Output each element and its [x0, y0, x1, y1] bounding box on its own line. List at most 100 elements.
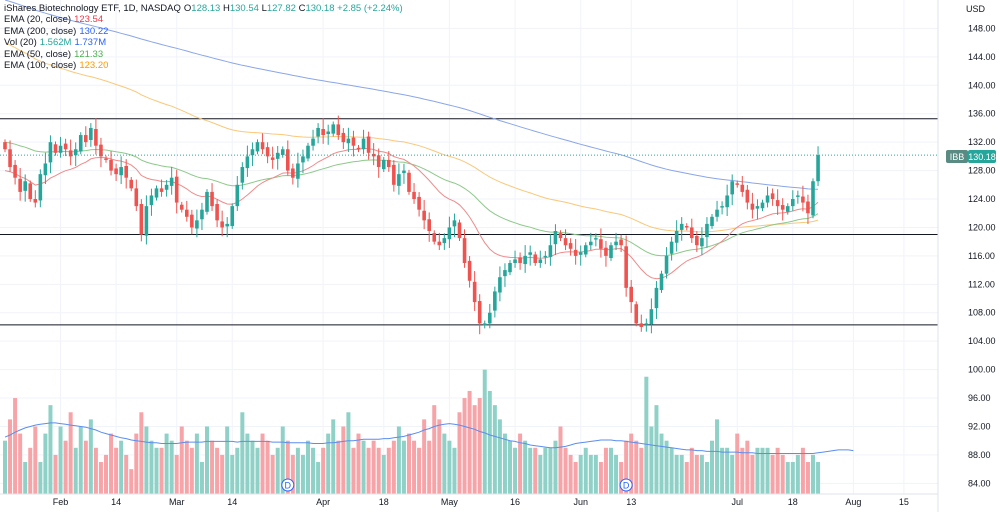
- candle-body[interactable]: [291, 168, 295, 178]
- candle-body[interactable]: [513, 259, 517, 263]
- candle-body[interactable]: [639, 323, 644, 327]
- candle-body[interactable]: [664, 255, 669, 274]
- candle-body[interactable]: [99, 144, 103, 157]
- candle-body[interactable]: [589, 241, 593, 246]
- candle-body[interactable]: [472, 281, 477, 303]
- candle-body[interactable]: [336, 124, 341, 136]
- candle-body[interactable]: [477, 301, 482, 324]
- candle-body[interactable]: [755, 206, 760, 209]
- candle-body[interactable]: [649, 309, 654, 325]
- candle-body[interactable]: [200, 209, 204, 220]
- candle-body[interactable]: [644, 323, 649, 325]
- candle-body[interactable]: [745, 189, 750, 203]
- candle-body[interactable]: [366, 136, 371, 153]
- candle-body[interactable]: [275, 152, 280, 159]
- candle-body[interactable]: [528, 252, 532, 255]
- candle-body[interactable]: [417, 196, 421, 210]
- candle-body[interactable]: [654, 287, 659, 309]
- candle-body[interactable]: [104, 158, 108, 160]
- candle-body[interactable]: [286, 149, 290, 171]
- candle-body[interactable]: [811, 181, 815, 216]
- candle-body[interactable]: [174, 176, 179, 203]
- candle-body[interactable]: [407, 172, 411, 192]
- candle-body[interactable]: [609, 245, 613, 259]
- candle-body[interactable]: [43, 163, 48, 176]
- candle-body[interactable]: [482, 323, 487, 326]
- candle-body[interactable]: [240, 167, 245, 183]
- candle-body[interactable]: [624, 246, 628, 288]
- candle-body[interactable]: [735, 183, 740, 185]
- candle-body[interactable]: [129, 179, 134, 189]
- candle-body[interactable]: [573, 249, 578, 256]
- candle-body[interactable]: [331, 124, 336, 134]
- candle-body[interactable]: [245, 156, 250, 169]
- candle-body[interactable]: [316, 127, 320, 137]
- candle-body[interactable]: [558, 233, 563, 239]
- legend-ema50[interactable]: EMA (50, close) 121.33: [4, 49, 403, 60]
- candle-body[interactable]: [402, 170, 406, 174]
- candle-body[interactable]: [84, 135, 88, 143]
- candle-body[interactable]: [594, 238, 598, 240]
- candle-body[interactable]: [801, 196, 805, 203]
- candle-body[interactable]: [437, 241, 442, 246]
- candle-body[interactable]: [119, 167, 123, 176]
- candle-body[interactable]: [457, 222, 462, 239]
- candle-body[interactable]: [18, 178, 22, 192]
- candle-body[interactable]: [715, 209, 719, 217]
- candle-body[interactable]: [387, 159, 391, 168]
- dividend-marker[interactable]: [281, 478, 295, 492]
- legend-ema100[interactable]: EMA (100, close) 123.20: [4, 60, 403, 71]
- candle-body[interactable]: [185, 209, 189, 217]
- candle-body[interactable]: [493, 291, 497, 311]
- candle-body[interactable]: [220, 221, 224, 228]
- candle-body[interactable]: [311, 138, 315, 146]
- candle-body[interactable]: [796, 195, 800, 197]
- candle-body[interactable]: [190, 214, 194, 228]
- candle-body[interactable]: [210, 191, 214, 207]
- candle-body[interactable]: [700, 238, 704, 247]
- candle-body[interactable]: [730, 181, 734, 195]
- candle-body[interactable]: [230, 206, 235, 227]
- candle-body[interactable]: [356, 147, 361, 150]
- candle-body[interactable]: [397, 174, 401, 186]
- candle-body[interactable]: [361, 138, 366, 150]
- candle-body[interactable]: [13, 164, 17, 178]
- candle-body[interactable]: [533, 254, 538, 263]
- dividend-marker[interactable]: [619, 478, 633, 492]
- time-axis[interactable]: Feb 14 Mar 14 Apr 18 May 16 Jun 13 Jul 18 Aug 15: [53, 497, 909, 507]
- candle-body[interactable]: [659, 273, 664, 291]
- candle-body[interactable]: [154, 188, 159, 198]
- candle-body[interactable]: [740, 184, 745, 192]
- horizontal-levels[interactable]: [0, 118, 938, 326]
- candle-body[interactable]: [503, 270, 507, 277]
- candle-body[interactable]: [780, 205, 785, 210]
- candle-body[interactable]: [669, 241, 674, 254]
- candle-body[interactable]: [770, 193, 775, 200]
- candle-body[interactable]: [518, 257, 522, 263]
- candle-body[interactable]: [296, 163, 300, 179]
- candle-body[interactable]: [78, 135, 83, 152]
- candle-body[interactable]: [750, 203, 755, 210]
- candle-body[interactable]: [270, 157, 275, 160]
- candle-body[interactable]: [38, 174, 43, 201]
- candle-body[interactable]: [225, 223, 229, 227]
- candle-body[interactable]: [508, 262, 512, 273]
- candle-body[interactable]: [94, 129, 98, 146]
- candle-body[interactable]: [538, 259, 543, 263]
- candle-body[interactable]: [725, 195, 729, 208]
- candle-body[interactable]: [553, 231, 558, 245]
- candle-body[interactable]: [260, 142, 265, 150]
- candle-body[interactable]: [488, 312, 492, 324]
- candle-body[interactable]: [371, 153, 376, 157]
- candle-body[interactable]: [614, 241, 618, 246]
- candle-body[interactable]: [58, 145, 63, 153]
- candle-body[interactable]: [791, 199, 795, 207]
- candle-body[interactable]: [321, 129, 325, 136]
- symbol-title[interactable]: iShares Biotechnology ETF, 1D, NASDAQ: [4, 3, 181, 14]
- candle-body[interactable]: [785, 206, 790, 212]
- legend-vol[interactable]: Vol (20) 1.562M 1.737M: [4, 37, 403, 48]
- candle-body[interactable]: [392, 164, 396, 185]
- candle-body[interactable]: [306, 145, 310, 159]
